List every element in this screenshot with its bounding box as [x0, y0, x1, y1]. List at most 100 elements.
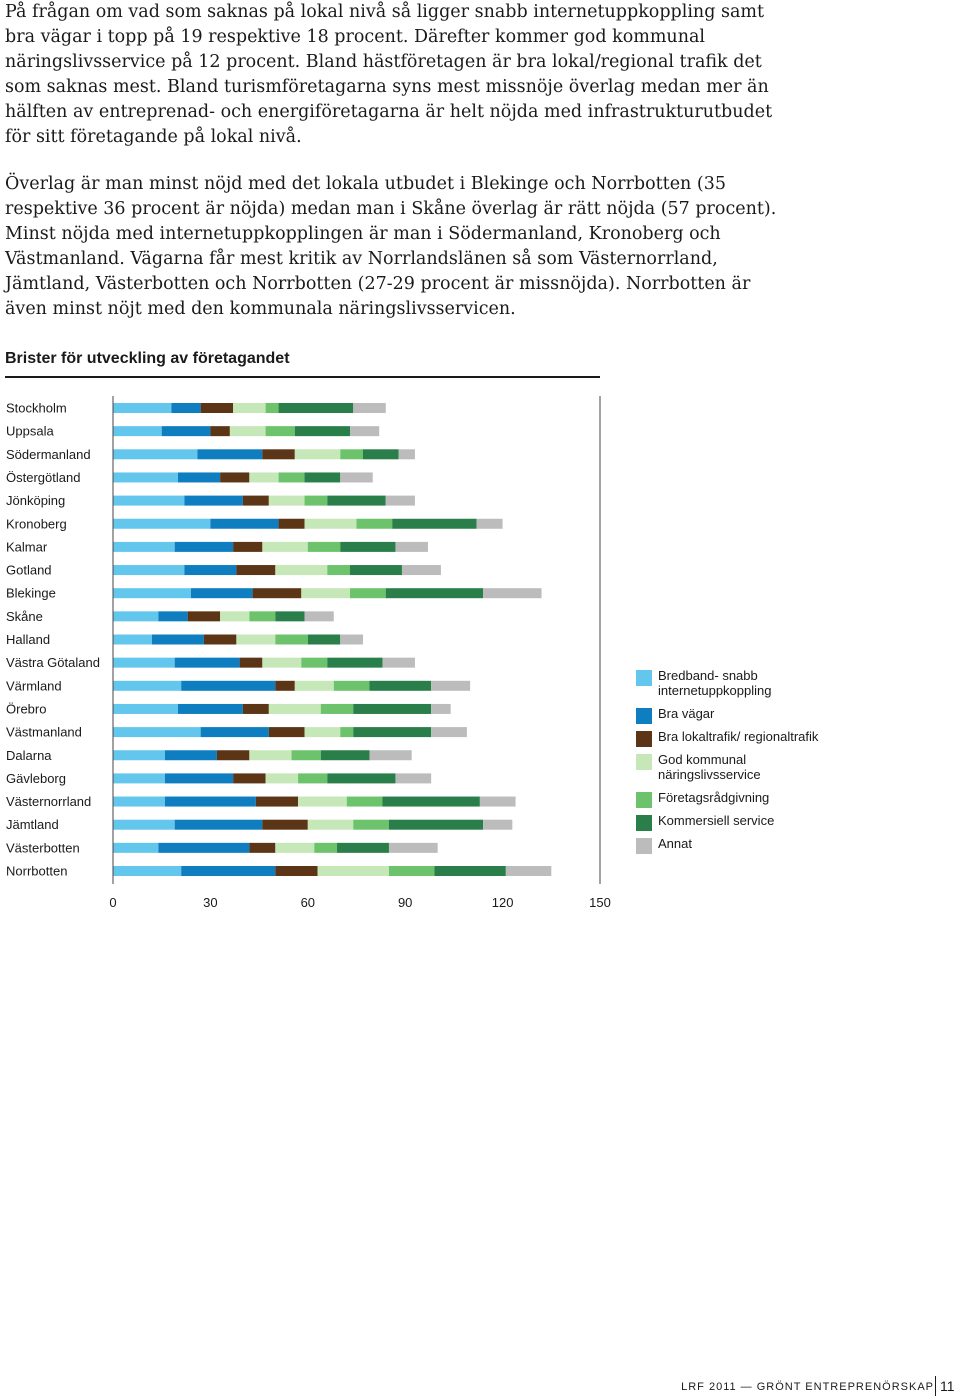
bar-segment — [301, 588, 351, 599]
bar-segment — [431, 680, 471, 691]
bar-segment — [236, 634, 276, 645]
bar-segment — [340, 541, 396, 552]
bar-segment — [388, 866, 435, 876]
bar-segment — [353, 403, 386, 413]
bar-segment — [190, 588, 253, 599]
x-tick-label: 30 — [203, 895, 217, 910]
bar-segment — [333, 680, 370, 691]
bar-segment — [210, 426, 230, 437]
bar-segment — [262, 819, 308, 830]
bar-segment — [203, 634, 237, 645]
legend-label: Bra vägar — [658, 706, 715, 721]
x-axis: 0 30 60 90 120 150 — [109, 396, 611, 910]
bar-segment — [317, 866, 389, 876]
bar-segment — [340, 472, 373, 483]
bar-segment — [242, 703, 269, 714]
legend-item: Bra lokaltrafik/ regionaltrafik — [636, 729, 836, 747]
category-label: Östergötland — [6, 470, 80, 485]
bar-segment — [382, 796, 480, 807]
bar-segment — [382, 657, 415, 668]
bar-segment — [113, 611, 159, 622]
bar-segment — [340, 449, 363, 460]
bar-segment — [314, 842, 338, 853]
bar-segment — [113, 773, 165, 784]
legend-swatch — [636, 792, 652, 808]
bar-segment — [350, 588, 386, 599]
bar-segment — [369, 750, 412, 761]
bar-segment — [177, 703, 243, 714]
legend-label: Bredband- snabb internetuppkoppling — [658, 668, 772, 698]
legend-item: Bra vägar — [636, 706, 836, 724]
bar-segment — [262, 449, 295, 460]
bar-segment — [265, 773, 299, 784]
bar-segment — [307, 819, 354, 830]
legend-swatch — [636, 731, 652, 747]
bar-segment — [505, 866, 552, 876]
legend-label: Bra lokaltrafik/ regionaltrafik — [658, 729, 819, 744]
bar-segment — [294, 449, 341, 460]
category-label: Västerbotten — [6, 840, 80, 855]
bar-segment — [113, 703, 178, 714]
bar-segment — [113, 449, 198, 460]
bar-segment — [113, 588, 191, 599]
bar-segment — [113, 495, 185, 506]
category-label: Örebro — [6, 701, 46, 716]
category-label: Gävleborg — [6, 771, 66, 786]
category-label: Västmanland — [6, 725, 82, 740]
bar-segment — [262, 541, 308, 552]
bar-segment — [164, 750, 217, 761]
legend-label: Företagsrådgivning — [658, 790, 770, 805]
category-label: Skåne — [6, 609, 43, 624]
bar-segment — [113, 727, 201, 738]
category-label: Norrbotten — [6, 864, 67, 879]
bar-segment — [113, 541, 175, 552]
bar-segment — [158, 842, 250, 853]
bar-segment — [113, 842, 159, 853]
bar-segment — [392, 518, 477, 529]
bar-segment — [353, 703, 432, 714]
bar-segment — [431, 727, 467, 738]
category-label: Västernorrland — [6, 794, 91, 809]
bar-segment — [346, 796, 383, 807]
bar-segment — [350, 426, 380, 437]
bar-segment — [483, 819, 513, 830]
bar-segment — [113, 866, 182, 876]
legend-item: Kommersiell service — [636, 813, 836, 831]
bar-segment — [434, 866, 506, 876]
bar-segment — [197, 449, 263, 460]
bar-segment — [431, 703, 451, 714]
bar-segment — [174, 819, 263, 830]
bar-segment — [164, 796, 256, 807]
bar-segment — [476, 518, 503, 529]
x-tick-label: 90 — [398, 895, 412, 910]
bar-segment — [181, 866, 276, 876]
legend-label: Kommersiell service — [658, 813, 775, 828]
bar-segment — [479, 796, 516, 807]
bar-segment — [161, 426, 211, 437]
bar-segment — [298, 796, 347, 807]
bar-segment — [275, 866, 318, 876]
legend-item: God kommunal näringslivsservice — [636, 752, 836, 782]
bar-segment — [356, 518, 393, 529]
category-label: Södermanland — [6, 447, 91, 462]
bar-segment — [268, 727, 305, 738]
bar-segment — [304, 611, 334, 622]
bar-segment — [249, 842, 276, 853]
bar-segment — [252, 588, 302, 599]
category-labels: Stockholm Uppsala Södermanland Östergötland… — [6, 401, 100, 879]
category-label: Blekinge — [6, 586, 56, 601]
bar-segment — [113, 796, 165, 807]
bar-segment — [278, 472, 305, 483]
bar-segment — [340, 634, 363, 645]
bar-segment — [398, 449, 415, 460]
bar-segment — [151, 634, 204, 645]
bar-segment — [113, 819, 175, 830]
stacked-bar-chart: Stockholm Uppsala Södermanland Östergötland… — [6, 396, 611, 910]
bar-segment — [278, 518, 305, 529]
bar-segment — [340, 727, 354, 738]
bar-segment — [320, 703, 354, 714]
bar-segment — [294, 426, 351, 437]
bar-segment — [113, 750, 165, 761]
bar-segment — [249, 611, 276, 622]
bar-segment — [174, 657, 240, 668]
